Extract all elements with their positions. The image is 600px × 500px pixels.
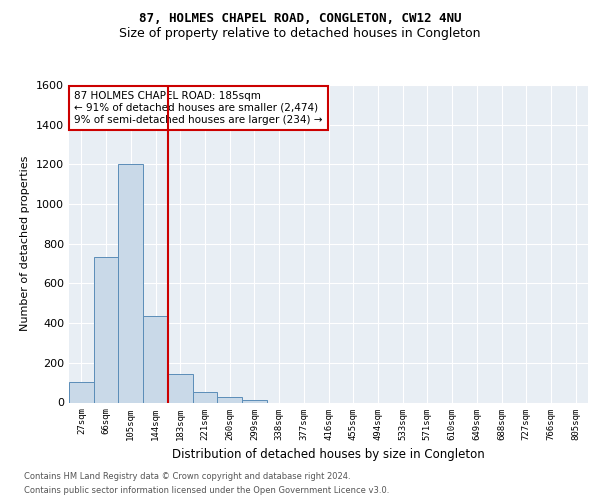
Text: 87, HOLMES CHAPEL ROAD, CONGLETON, CW12 4NU: 87, HOLMES CHAPEL ROAD, CONGLETON, CW12 … <box>139 12 461 26</box>
Bar <box>69 382 94 402</box>
Bar <box>168 374 193 402</box>
Text: 87 HOLMES CHAPEL ROAD: 185sqm
← 91% of detached houses are smaller (2,474)
9% of: 87 HOLMES CHAPEL ROAD: 185sqm ← 91% of d… <box>74 92 323 124</box>
Text: Size of property relative to detached houses in Congleton: Size of property relative to detached ho… <box>119 28 481 40</box>
Bar <box>118 164 143 402</box>
Text: Contains public sector information licensed under the Open Government Licence v3: Contains public sector information licen… <box>24 486 389 495</box>
X-axis label: Distribution of detached houses by size in Congleton: Distribution of detached houses by size … <box>172 448 485 461</box>
Text: Contains HM Land Registry data © Crown copyright and database right 2024.: Contains HM Land Registry data © Crown c… <box>24 472 350 481</box>
Bar <box>242 400 267 402</box>
Bar <box>217 396 242 402</box>
Bar <box>143 316 168 402</box>
Bar <box>94 256 118 402</box>
Bar <box>193 392 217 402</box>
Y-axis label: Number of detached properties: Number of detached properties <box>20 156 31 332</box>
